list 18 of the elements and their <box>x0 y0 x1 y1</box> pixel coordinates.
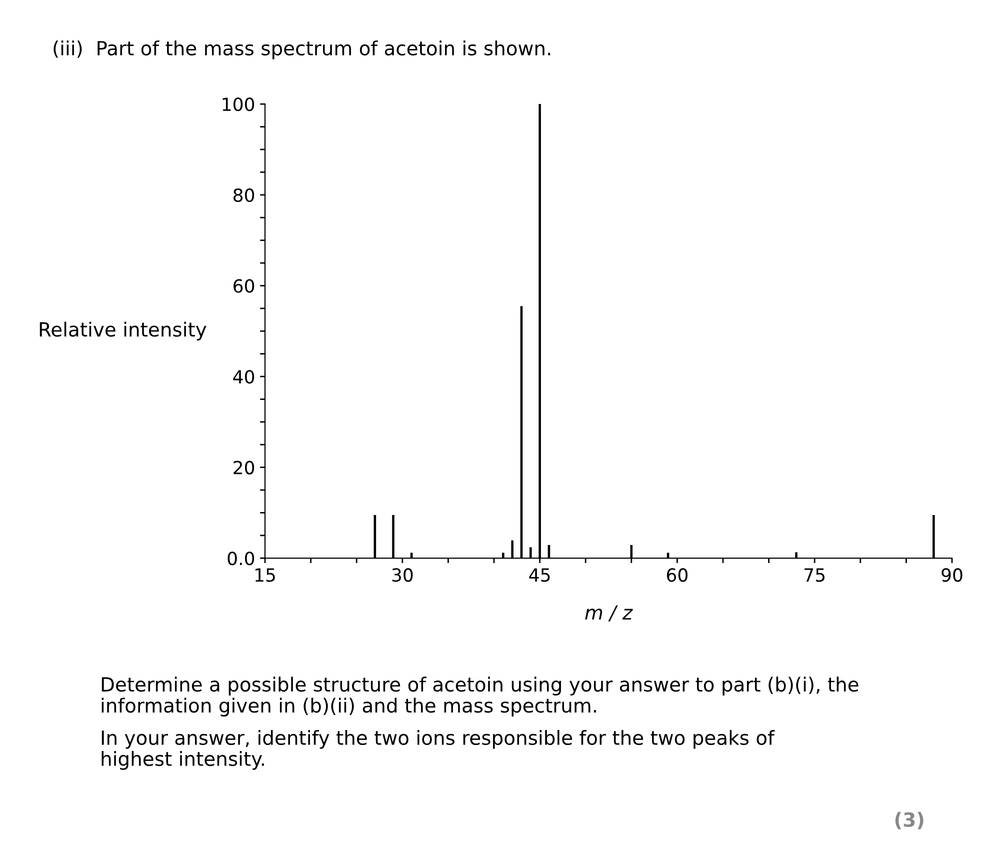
y-axis-title: Relative intensity <box>40 322 206 341</box>
y-tick-label: 100 <box>222 98 254 112</box>
text: Determine a possible structure of acetoin using your answer to part (b)(i), the information given in (b)(ii) and the mass spectrum. <box>102 676 858 717</box>
y-tick-label: 0.0 <box>228 552 254 566</box>
x-tick-label: 90 <box>942 568 962 582</box>
x-tick-label: 45 <box>529 568 550 582</box>
text: In your answer, identify the two ions responsible for the two peaks of highest intensity. <box>102 730 775 770</box>
text: (3) <box>895 812 924 830</box>
x-axis-title: m / z <box>585 605 633 622</box>
x-tick-label: 60 <box>666 568 688 582</box>
x-tick-label: 30 <box>392 568 413 582</box>
y-tick-label: 60 <box>234 279 254 293</box>
y-tick-label: 40 <box>233 370 254 384</box>
y-tick-label: 20 <box>234 460 254 474</box>
x-tick-label: 15 <box>255 568 275 582</box>
chart-title: (iii) Part of the mass spectrum of acetoin is shown. <box>54 40 550 60</box>
y-tick-label: 80 <box>234 188 254 202</box>
x-tick-label: 75 <box>804 568 825 582</box>
